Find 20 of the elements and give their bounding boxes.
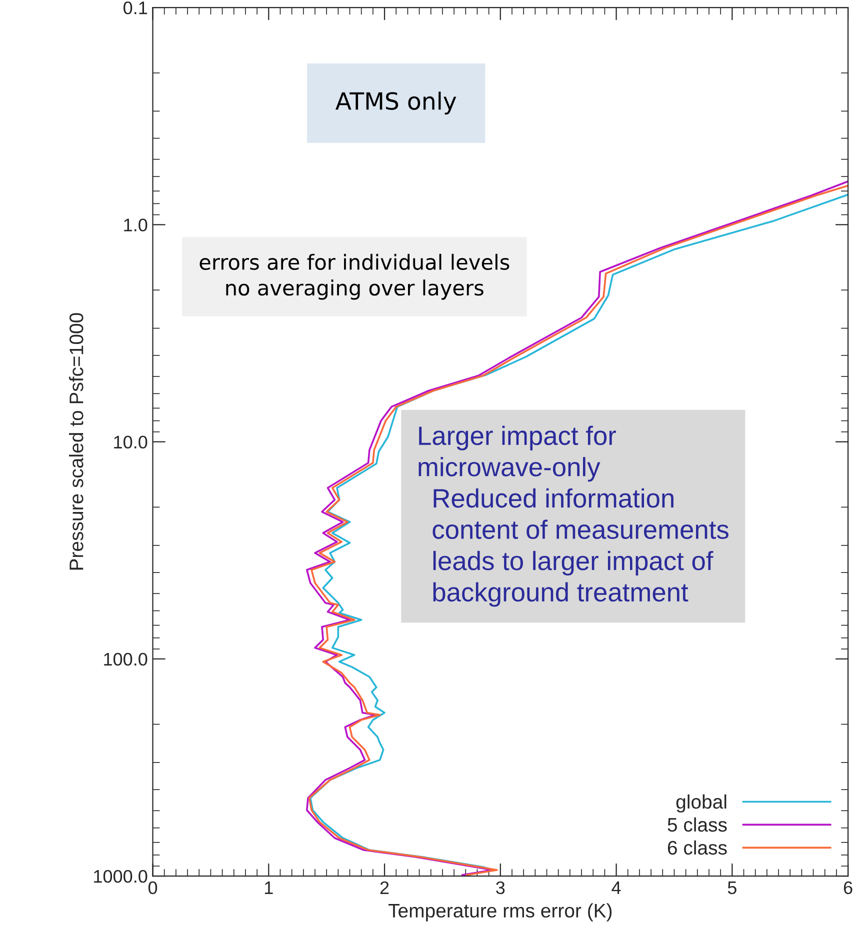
annotation: ATMS only xyxy=(336,92,456,115)
x-tick-label: 6 xyxy=(844,881,852,894)
x-tick-label: 4 xyxy=(612,882,621,894)
y-tick-label: 0.1 xyxy=(124,1,148,14)
x-tick-label: 0 xyxy=(148,881,158,894)
y-axis-title: Pressure scaled to Psfc=1000 xyxy=(69,313,84,570)
x-tick-label: 3 xyxy=(496,881,505,894)
y-tick-label: 1000.0 xyxy=(94,870,148,883)
x-tick-label: 5 xyxy=(728,882,736,894)
x-axis-title: Temperature rms error (K) xyxy=(388,903,612,922)
annotation: errors are for individual levels no averaging over layers xyxy=(200,254,510,300)
y-tick-label: 10.0 xyxy=(114,436,148,449)
y-tick-label: 100.0 xyxy=(104,652,148,666)
legend-label: 5 class xyxy=(668,817,727,832)
annotation: Larger impact for microwave-only Reduced information content of measurements leads to larger impact of background treatment xyxy=(418,426,728,607)
legend-label: global xyxy=(676,794,726,813)
y-tick-label: 1.0 xyxy=(124,218,148,232)
x-tick-label: 1 xyxy=(265,882,273,894)
legend-label: 6 class xyxy=(668,840,727,855)
x-tick-label: 2 xyxy=(380,881,389,894)
